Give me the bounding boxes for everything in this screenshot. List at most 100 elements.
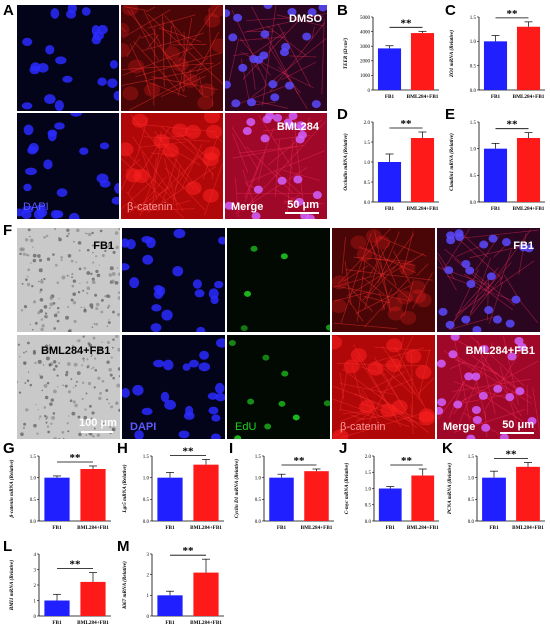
bar-fb1 [269,477,294,521]
cell-texture [122,335,225,439]
cell-texture [121,113,223,219]
label-bml-merge: BML284+FB1 [465,345,535,357]
bar-bml284-fb1 [516,466,540,521]
y-tick-label: 3 [147,553,150,558]
y-tick-label: 0.0 [470,201,477,206]
bar-fb1 [157,477,183,521]
chart-j-cmyc: C-myc mRNA (Relative) 0.0 0.5 1.0 1.5 2.0 FB1 B… [343,455,439,531]
chart-h-lgr5: Lgr5 mRNA (Relative) 0.0 0.5 1.0 1.5 FB1 BML28… [121,445,224,531]
chart-i-cyclind1: Cyclin D1 mRNA (Relative) 0.0 0.5 1.0 1.5 FB1… [233,455,334,531]
scale-label-bright: 100 μm [79,417,117,429]
bar-bml284-fb1 [193,572,219,616]
cell-texture [227,335,330,439]
y-tick-label: 0 [147,615,150,620]
scale-label-a: 50 μm [287,199,319,211]
y-tick-label: 1.5 [468,455,475,460]
y-tick-label: 0.5 [468,498,475,503]
chart-k-pcna: PCNA mRNA (Relative) 0.0 0.5 1.0 1.5 FB1 BML28… [446,449,545,531]
bright-field-fb1: FB1 [17,228,120,332]
micrograph-bml-catenin-f: β-catenin [332,335,435,439]
y-tick-label: 0.5 [364,181,371,186]
label-edu: EdU [235,421,257,433]
y-tick-label: 1.0 [468,476,475,481]
label-dapi-f: DAPI [130,421,157,433]
y-axis-label: C-myc mRNA (Relative) [343,462,350,514]
cell-texture [121,5,223,111]
x-tick-label: FB1 [52,620,62,626]
significance-marker: ** [507,119,519,131]
cell-texture [225,5,327,111]
y-tick-label: 1 [147,594,150,599]
y-tick-label: 1.5 [255,455,262,460]
y-axis-label: PCNA mRNA (Relative) [446,463,453,515]
micrograph-dmso-dapi [17,5,119,111]
bar-bml284-fb1 [304,471,329,521]
y-tick-label: 0.5 [365,504,372,509]
micrograph-bml-catenin: β-catenin [121,113,223,219]
panel-letter-j: J [339,440,348,457]
bright-field-bml: BML284+FB1 100 μm [17,335,120,439]
y-tick-label: 1.5 [364,141,371,146]
label-catenin-a: β-catenin [127,201,173,213]
y-tick-label: 0.5 [255,498,262,503]
cell-texture [17,113,119,219]
chart-g-catenin: β-catenin mRNA (Relative) 0.0 0.5 1.0 1.5 FB1… [8,452,111,531]
micrograph-bml-edu: EdU [227,335,330,439]
bar-fb1 [44,477,70,521]
y-axis-label: Claudin1 mRNA (Relative) [448,133,455,191]
significance-marker: ** [183,545,195,557]
scale-bar-f [500,432,534,434]
x-tick-label: FB1 [491,94,501,100]
y-tick-label: 1.0 [365,487,372,492]
y-axis-label: ZO1 mRNA (Relative) [448,30,455,79]
y-tick-label: 0.0 [468,520,475,525]
y-tick-label: 3000 [360,45,371,50]
micrograph-fb1-edu [227,228,330,332]
y-tick-label: 2.0 [364,121,371,126]
panel-letter-g: G [3,440,15,457]
y-tick-label: 1.0 [255,476,262,481]
y-tick-label: 0.0 [470,89,477,94]
y-tick-label: 3 [34,568,37,573]
y-tick-label: 4000 [360,30,371,35]
y-tick-label: 0.0 [143,520,150,525]
bar-bml284-fb1 [516,138,541,202]
y-tick-label: 2 [34,584,37,589]
bar-bml284-fb1 [410,33,435,90]
y-tick-label: 1.0 [143,476,150,481]
micrograph-bml-dapi: DAPI [17,113,119,219]
cell-texture [332,228,435,332]
x-tick-label: BML284+FB1 [513,94,545,100]
panel-letter-l: L [3,538,13,555]
label-merge-a: Merge [231,201,264,213]
bar-fb1 [378,488,402,521]
cell-texture [17,5,119,111]
y-tick-label: 0.5 [30,498,37,503]
cell-texture [17,228,120,332]
y-tick-label: 0.5 [143,498,150,503]
x-tick-label: BML284+FB1 [512,525,544,531]
bar-bml284-fb1 [193,464,219,521]
x-tick-label: FB1 [489,525,499,531]
significance-marker: ** [401,455,413,467]
scale-bar-a [285,212,319,214]
significance-marker: ** [294,455,306,467]
y-tick-label: 2.0 [365,455,372,460]
panel-letter-e: E [445,106,456,123]
bar-fb1 [482,477,506,521]
panel-letter-h: H [117,440,128,457]
chart-c-zo1: ZO1 mRNA (Relative) 0.0 0.5 1.0 1.5 FB1 BML284… [448,8,545,100]
bar-bml284-fb1 [410,138,435,202]
x-tick-label: BML284+FB1 [407,206,439,212]
bar-bml284-fb1 [80,581,106,616]
label-merge-f: Merge [443,421,476,433]
y-tick-label: 0.0 [364,201,371,206]
y-axis-label: TEER (Ω·cm²) [342,38,349,70]
label-catenin-f: β-catenin [340,421,386,433]
y-tick-label: 4 [34,553,37,558]
y-tick-label: 0.0 [30,520,37,525]
panel-letter-k: K [442,440,453,457]
micrograph-fb1-merge: FB1 [437,228,540,332]
bar-fb1 [44,600,70,616]
micrograph-fb1-dapi [122,228,225,332]
